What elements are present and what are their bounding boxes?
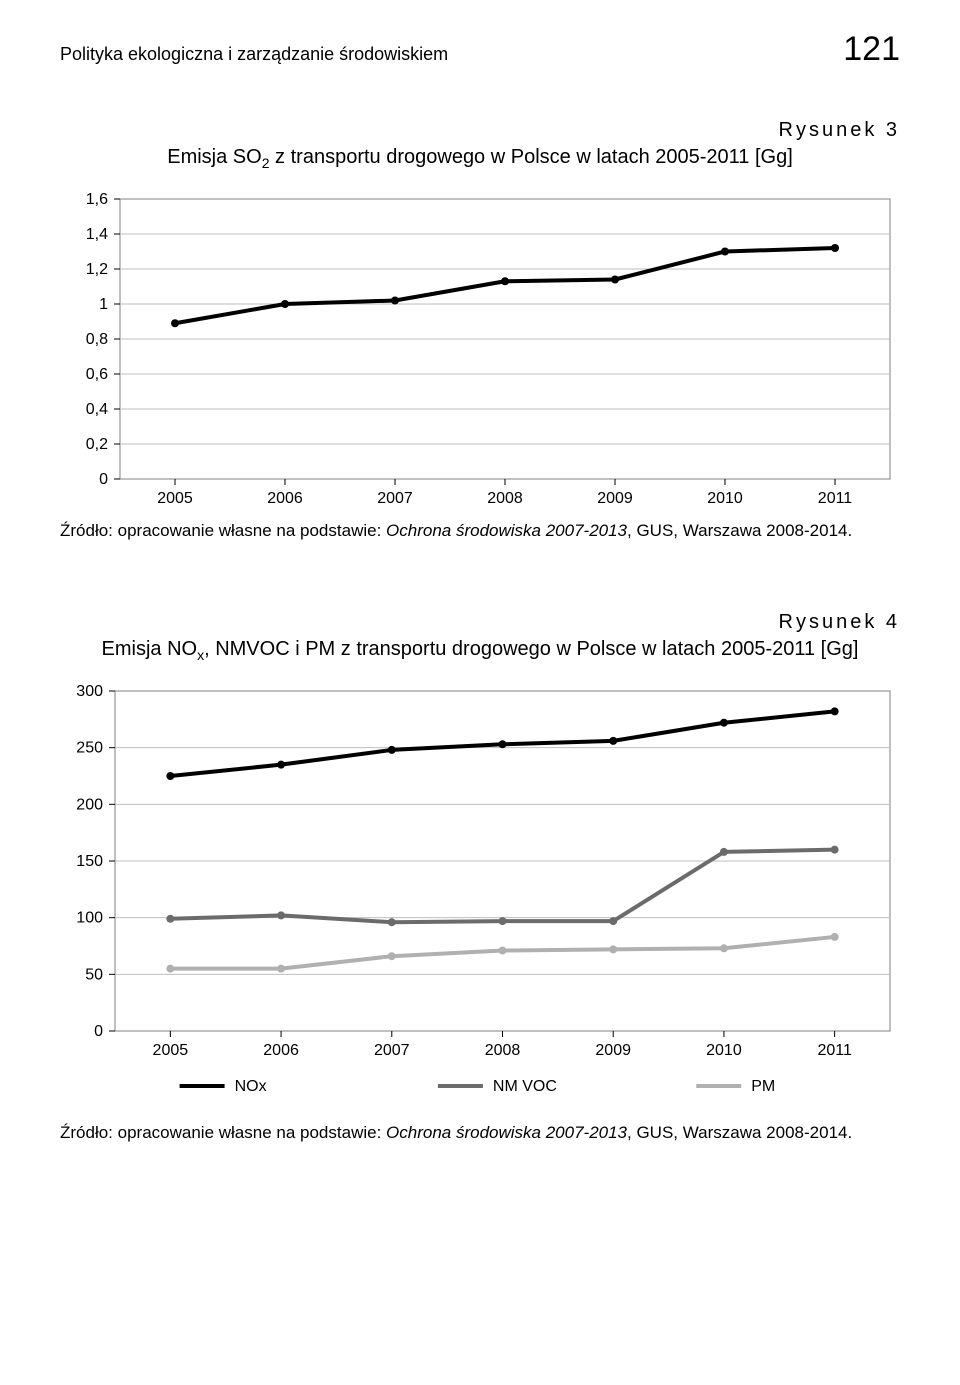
figure4-source-suffix: , GUS, Warszawa 2008-2014. — [627, 1123, 852, 1142]
svg-text:2011: 2011 — [817, 1042, 852, 1059]
svg-text:300: 300 — [76, 683, 103, 700]
figure4-chart: 0 50 100 150 200 250 300 2005 2006 2007 2008 2009 20… — [60, 681, 900, 1111]
svg-text:2008: 2008 — [487, 490, 523, 507]
figure3-label: Rysunek 3 — [60, 119, 900, 142]
svg-text:NM VOC: NM VOC — [493, 1078, 557, 1095]
figure4-title: Emisja NOx, NMVOC i PM z transportu drog… — [60, 638, 900, 663]
svg-text:2010: 2010 — [706, 1042, 742, 1059]
svg-text:1,2: 1,2 — [86, 261, 108, 278]
figure4-source: Źródło: opracowanie własne na podstawie:… — [60, 1123, 900, 1143]
figure3-title-post: z transportu drogowego w Polsce w latach… — [270, 146, 793, 168]
svg-text:2011: 2011 — [818, 490, 853, 507]
figure4-source-ital: Ochrona środowiska 2007-2013 — [386, 1123, 627, 1142]
svg-text:200: 200 — [76, 796, 103, 813]
figure3-title-pre: Emisja SO — [167, 146, 261, 168]
svg-text:0,6: 0,6 — [86, 366, 108, 383]
svg-text:2009: 2009 — [597, 490, 633, 507]
svg-text:150: 150 — [76, 853, 103, 870]
figure3-svg: 0 0,2 0,4 0,6 0,8 1 1,2 1,4 1,6 2005 2006 2007 2008 2… — [60, 189, 900, 509]
svg-text:2006: 2006 — [263, 1042, 299, 1059]
figure4-title-pre: Emisja NO — [102, 638, 198, 660]
page-number: 121 — [843, 30, 900, 69]
svg-text:0,8: 0,8 — [86, 331, 108, 348]
figure3-chart: 0 0,2 0,4 0,6 0,8 1 1,2 1,4 1,6 2005 2006 2007 2008 2… — [60, 189, 900, 509]
figure3-source: Źródło: opracowanie własne na podstawie:… — [60, 521, 900, 541]
svg-text:50: 50 — [85, 966, 103, 983]
svg-text:1,6: 1,6 — [86, 191, 108, 208]
figure4-label: Rysunek 4 — [60, 611, 900, 634]
figure3-source-suffix: , GUS, Warszawa 2008-2014. — [627, 521, 852, 540]
svg-text:2006: 2006 — [267, 490, 303, 507]
svg-text:0,4: 0,4 — [86, 401, 108, 418]
svg-text:0: 0 — [94, 1023, 103, 1040]
svg-text:100: 100 — [76, 910, 103, 927]
figure3-title: Emisja SO2 z transportu drogowego w Pols… — [60, 146, 900, 171]
svg-text:0: 0 — [99, 471, 108, 488]
svg-text:0,2: 0,2 — [86, 436, 108, 453]
svg-text:2007: 2007 — [377, 490, 413, 507]
page-header: Polityka ekologiczna i zarządzanie środo… — [60, 30, 900, 69]
figure3-source-prefix: Źródło: opracowanie własne na podstawie: — [60, 521, 386, 540]
figure4-source-prefix: Źródło: opracowanie własne na podstawie: — [60, 1123, 386, 1142]
svg-text:PM: PM — [751, 1078, 775, 1095]
svg-text:NOx: NOx — [235, 1078, 267, 1095]
running-head: Polityka ekologiczna i zarządzanie środo… — [60, 44, 448, 65]
svg-text:2010: 2010 — [707, 490, 743, 507]
svg-text:2009: 2009 — [595, 1042, 631, 1059]
figure4-title-post: , NMVOC i PM z transportu drogowego w Po… — [204, 638, 858, 660]
svg-text:2008: 2008 — [485, 1042, 521, 1059]
svg-text:1: 1 — [99, 296, 108, 313]
figure3-title-sub: 2 — [262, 155, 270, 171]
svg-text:250: 250 — [76, 740, 103, 757]
svg-text:2007: 2007 — [374, 1042, 410, 1059]
svg-text:1,4: 1,4 — [86, 226, 108, 243]
figure3-source-ital: Ochrona środowiska 2007-2013 — [386, 521, 627, 540]
svg-text:2005: 2005 — [153, 1042, 189, 1059]
figure4-svg: 0 50 100 150 200 250 300 2005 2006 2007 2008 2009 20… — [60, 681, 900, 1111]
svg-text:2005: 2005 — [157, 490, 193, 507]
